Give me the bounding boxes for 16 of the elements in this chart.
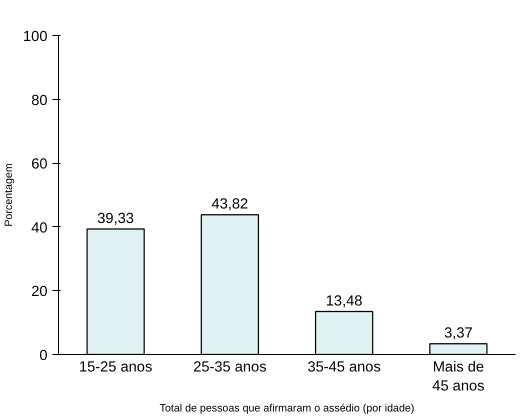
x-tick-label: 35-45 anos [307, 360, 381, 376]
data-label: 43,82 [212, 196, 248, 213]
y-tick-label: 0 [39, 348, 48, 364]
data-label: 3,37 [444, 326, 473, 342]
x-tick-label: 25-35 anos [193, 360, 267, 376]
x-axis-title: Total de pessoas que afirmaram o assédio (por idade) [160, 402, 414, 415]
y-tick-label: 20 [31, 284, 48, 300]
x-tick-label: 15-25 anos [78, 360, 152, 376]
y-tick-label: 80 [31, 92, 48, 109]
y-tick-label: 40 [31, 220, 48, 236]
y-tick-label: 60 [31, 156, 48, 173]
y-tick-label: 100 [23, 29, 48, 45]
y-axis-title: Porcentagem [3, 163, 16, 227]
data-label: 13,48 [326, 294, 362, 310]
x-tick-label: Mais de 45 anos [432, 360, 484, 395]
data-label: 39,33 [97, 211, 134, 228]
